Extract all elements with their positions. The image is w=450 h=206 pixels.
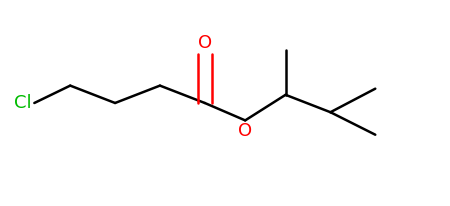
Text: O: O — [238, 122, 252, 140]
Text: Cl: Cl — [14, 94, 32, 112]
Text: O: O — [198, 34, 212, 52]
